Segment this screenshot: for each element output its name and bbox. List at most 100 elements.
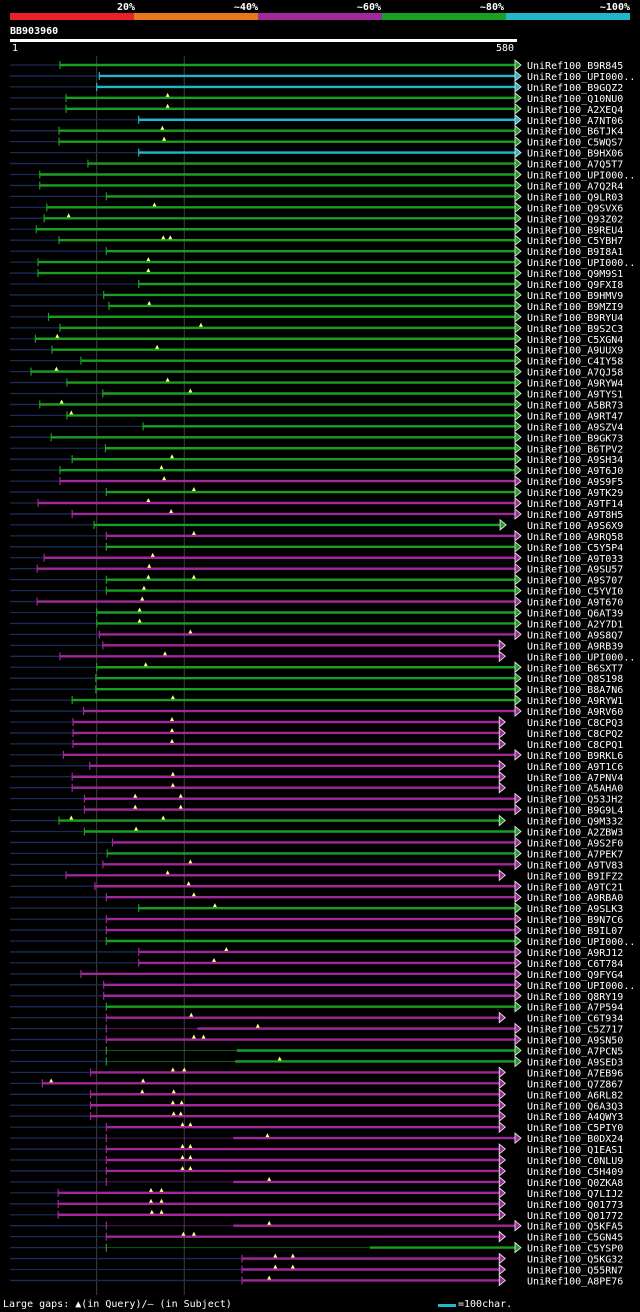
hit-label-96: UniRef100_Q6A3Q3 bbox=[527, 1101, 623, 1112]
gap-marker-48-1 bbox=[146, 574, 151, 579]
gap-marker-47-1 bbox=[147, 563, 152, 568]
hit-arrow-43 bbox=[499, 518, 507, 531]
hit-label-64: UniRef100_B9RKL6 bbox=[527, 751, 623, 762]
hit-label-16: UniRef100_B9REU4 bbox=[527, 225, 623, 236]
hit-label-26: UniRef100_C5XGN4 bbox=[527, 335, 623, 346]
hit-arrow-54 bbox=[498, 639, 506, 652]
hit-arrow-77 bbox=[514, 891, 522, 904]
gap-marker-95-1 bbox=[140, 1089, 145, 1094]
hit-arrow-39 bbox=[514, 475, 522, 488]
gap-marker-33-1 bbox=[69, 410, 74, 415]
hit-label-50: UniRef100_A9T670 bbox=[527, 598, 623, 609]
legend-label-3: ~60% bbox=[356, 2, 381, 13]
gap-marker-97-2 bbox=[178, 1111, 183, 1116]
hit-label-6: UniRef100_A7NT06 bbox=[527, 116, 623, 127]
hit-arrow-71 bbox=[514, 825, 522, 838]
hit-label-93: UniRef100_A7EB96 bbox=[527, 1068, 623, 1079]
hit-label-51: UniRef100_Q6AT39 bbox=[527, 609, 623, 620]
hit-arrow-60 bbox=[514, 705, 522, 718]
gap-marker-82-1 bbox=[224, 946, 229, 951]
hit-arrow-96 bbox=[498, 1099, 506, 1112]
hit-label-20: UniRef100_Q9M9S1 bbox=[527, 269, 623, 280]
gap-marker-29-1 bbox=[54, 366, 59, 371]
hit-label-8: UniRef100_C5WQS7 bbox=[527, 138, 623, 149]
hit-arrow-79 bbox=[514, 913, 522, 926]
hit-arrow-95 bbox=[498, 1088, 506, 1101]
gap-marker-14-1 bbox=[152, 202, 157, 207]
hit-label-24: UniRef100_B9RYU4 bbox=[527, 313, 623, 324]
hit-label-25: UniRef100_B9S2C3 bbox=[527, 324, 623, 335]
hit-arrow-47 bbox=[514, 562, 522, 575]
legend-swatch-1 bbox=[10, 13, 134, 20]
hit-label-31: UniRef100_A9TYS1 bbox=[527, 390, 623, 401]
gap-marker-20-1 bbox=[146, 268, 151, 273]
hit-arrow-70 bbox=[498, 814, 506, 827]
gap-marker-31-1 bbox=[188, 388, 193, 393]
gap-marker-96-1 bbox=[170, 1100, 175, 1105]
hit-label-110: UniRef100_Q5KG32 bbox=[527, 1255, 623, 1266]
legend-swatch-2 bbox=[134, 13, 258, 20]
hit-arrow-34 bbox=[514, 420, 522, 433]
hit-label-2: UniRef100_UPI000.. bbox=[527, 72, 635, 83]
gap-marker-62-1 bbox=[169, 727, 174, 732]
hit-label-39: UniRef100_A9S9F5 bbox=[527, 477, 623, 488]
hit-arrow-36 bbox=[514, 442, 522, 455]
gap-marker-23-1 bbox=[147, 300, 152, 305]
hit-label-104: UniRef100_Q7LIJ2 bbox=[527, 1189, 623, 1200]
gap-marker-7-1 bbox=[160, 125, 165, 130]
hit-arrow-32 bbox=[514, 398, 522, 411]
gap-marker-63-1 bbox=[169, 738, 174, 743]
hit-label-86: UniRef100_Q8RY19 bbox=[527, 992, 623, 1003]
hit-label-33: UniRef100_A9RT47 bbox=[527, 411, 623, 422]
hit-label-30: UniRef100_A9RYW4 bbox=[527, 379, 623, 390]
hit-label-88: UniRef100_C6T934 bbox=[527, 1014, 623, 1025]
hit-arrow-15 bbox=[514, 212, 522, 225]
scale-legend: =100char. bbox=[458, 1299, 513, 1310]
hit-arrow-10 bbox=[514, 157, 522, 170]
hit-label-99: UniRef100_B0DX24 bbox=[527, 1134, 623, 1145]
gap-marker-71-1 bbox=[134, 826, 139, 831]
hit-arrow-83 bbox=[514, 956, 522, 969]
gap-marker-106-2 bbox=[159, 1209, 164, 1214]
gap-marker-27-1 bbox=[155, 344, 160, 349]
gap-marker-17-1 bbox=[161, 235, 166, 240]
hit-arrow-104 bbox=[498, 1186, 506, 1199]
hit-label-52: UniRef100_A2Y7D1 bbox=[527, 619, 623, 630]
hit-label-92: UniRef100_A9SED3 bbox=[527, 1057, 623, 1068]
hit-label-107: UniRef100_Q5KFA5 bbox=[527, 1222, 623, 1233]
gap-marker-102-2 bbox=[188, 1165, 193, 1170]
hit-label-14: UniRef100_Q9SVX6 bbox=[527, 203, 623, 214]
hit-arrow-42 bbox=[514, 507, 522, 520]
hit-arrow-27 bbox=[514, 343, 522, 356]
hit-label-4: UniRef100_Q10NU0 bbox=[527, 94, 623, 105]
hit-arrow-103 bbox=[498, 1175, 506, 1188]
hit-label-63: UniRef100_C8CPQ1 bbox=[527, 740, 623, 751]
hit-arrow-22 bbox=[514, 288, 522, 301]
hit-arrow-7 bbox=[514, 124, 522, 137]
hit-arrow-46 bbox=[514, 551, 522, 564]
gap-marker-89-1 bbox=[255, 1023, 260, 1028]
hit-arrow-38 bbox=[514, 464, 522, 477]
gap-marker-92-1 bbox=[277, 1056, 282, 1061]
gap-marker-105-1 bbox=[148, 1198, 153, 1203]
scale-bar bbox=[438, 1304, 456, 1307]
gap-marker-101-2 bbox=[188, 1155, 193, 1159]
hit-arrow-8 bbox=[514, 135, 522, 148]
hit-label-97: UniRef100_A4QWY3 bbox=[527, 1112, 623, 1123]
hit-arrow-94 bbox=[498, 1077, 506, 1090]
gap-marker-104-1 bbox=[148, 1187, 153, 1192]
gap-marker-50-1 bbox=[140, 596, 145, 601]
hit-arrow-21 bbox=[514, 278, 522, 290]
gap-marker-97-1 bbox=[171, 1111, 176, 1116]
hit-arrow-1 bbox=[514, 59, 522, 71]
gap-marker-107-1 bbox=[267, 1220, 272, 1225]
gap-marker-38-1 bbox=[159, 465, 164, 470]
gap-marker-55-1 bbox=[162, 651, 167, 656]
hit-label-11: UniRef100_UPI000.. bbox=[527, 171, 635, 182]
hit-label-15: UniRef100_Q93Z02 bbox=[527, 214, 623, 225]
hit-label-34: UniRef100_A9SZV4 bbox=[527, 422, 623, 433]
hit-arrow-11 bbox=[514, 168, 522, 181]
hit-label-10: UniRef100_A7Q5T7 bbox=[527, 160, 623, 171]
gap-marker-100-2 bbox=[188, 1144, 193, 1149]
gap-marker-40-1 bbox=[191, 487, 196, 492]
